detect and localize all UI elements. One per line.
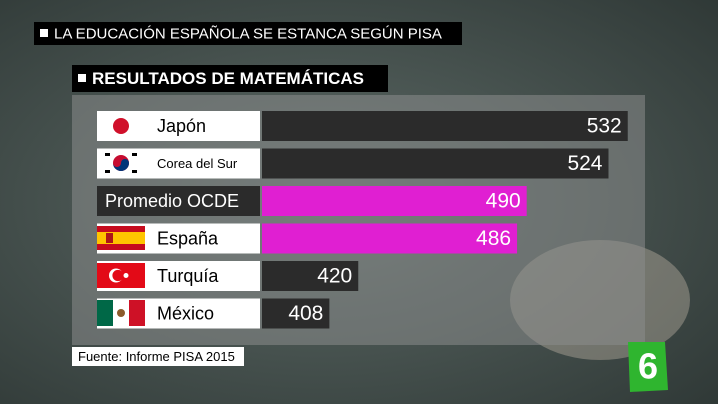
value-label: 524: [567, 152, 602, 175]
category-label: Turquía: [157, 266, 219, 286]
logo: 6: [638, 346, 658, 387]
value-label: 486: [476, 227, 511, 250]
category-label: Japón: [157, 116, 206, 136]
page-title: LA EDUCACIÓN ESPAÑOLA SE ESTANCA SEGÚN P…: [54, 26, 442, 43]
category-label: España: [157, 229, 219, 249]
source: Fuente: Informe PISA 2015: [78, 349, 235, 364]
value-label: 490: [486, 190, 521, 213]
category-label: Promedio OCDE: [105, 191, 239, 211]
flag-spain: [97, 226, 145, 250]
bullet: [40, 29, 48, 37]
chart-title: RESULTADOS DE MATEMÁTICAS: [92, 69, 364, 88]
bar: [262, 223, 518, 254]
bar: [262, 148, 609, 179]
bar: [262, 261, 359, 291]
label-box: [97, 186, 260, 216]
bar: [262, 111, 628, 141]
title-box: [34, 22, 462, 45]
bullet: [78, 74, 86, 82]
flag-korea: [105, 153, 137, 173]
flag-turkey: [97, 263, 145, 288]
source-box: [72, 347, 244, 366]
category-label: México: [157, 304, 214, 324]
logo-box: [628, 342, 668, 392]
bar: [262, 298, 330, 329]
bar: [262, 186, 527, 216]
value-label: 420: [317, 265, 352, 288]
flags: [97, 118, 145, 326]
flag-japan: [113, 118, 129, 134]
subtitle-box: [72, 65, 388, 92]
category-label: Corea del Sur: [157, 156, 238, 171]
bars: Japón 532 Corea del Sur 524 Promedio OCDE 490…: [97, 111, 628, 329]
value-label: 408: [288, 302, 323, 325]
flag-mexico: [97, 300, 145, 326]
value-label: 532: [587, 115, 622, 138]
